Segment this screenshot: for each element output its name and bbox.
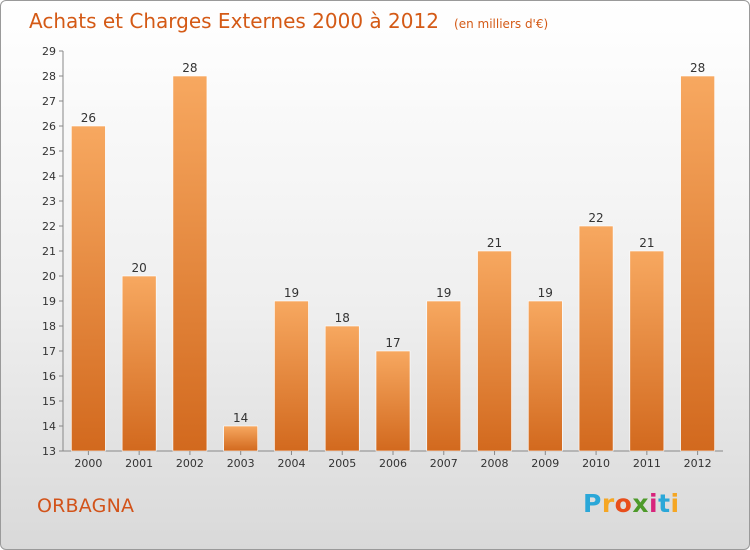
bar bbox=[223, 425, 258, 452]
logo-letter: i bbox=[670, 489, 680, 518]
y-tick-label: 27 bbox=[42, 95, 56, 108]
bar-value-label: 19 bbox=[284, 286, 299, 300]
bar bbox=[426, 300, 462, 452]
bar bbox=[528, 300, 563, 452]
x-tick-label: 2007 bbox=[430, 457, 458, 470]
logo-letter: i bbox=[649, 489, 659, 518]
logo-letter: t bbox=[658, 489, 671, 518]
y-tick-label: 14 bbox=[42, 420, 56, 433]
bar bbox=[274, 300, 309, 452]
commune-name: ORBAGNA bbox=[37, 495, 135, 517]
bar-value-label: 28 bbox=[690, 61, 705, 75]
y-tick-label: 26 bbox=[42, 120, 56, 133]
bar-value-label: 22 bbox=[588, 211, 603, 225]
axes: 13 14 15 16 17 18 19 20 21 22 23 24 25 26 27 28 29 bbox=[42, 45, 723, 458]
y-tick-label: 16 bbox=[42, 370, 56, 383]
y-tick-label: 18 bbox=[42, 320, 56, 333]
bar-value-label: 19 bbox=[436, 286, 451, 300]
x-tick-label: 2006 bbox=[379, 457, 407, 470]
logo-letter: P bbox=[583, 489, 602, 518]
x-tick-label: 2004 bbox=[277, 457, 305, 470]
bar-value-label: 20 bbox=[132, 261, 147, 275]
y-tick-label: 19 bbox=[42, 295, 56, 308]
bar-value-label: 18 bbox=[335, 311, 350, 325]
bar bbox=[680, 75, 715, 452]
bar bbox=[121, 275, 157, 452]
bar-value-label: 21 bbox=[639, 236, 654, 250]
logo-letter: r bbox=[601, 489, 615, 518]
bar bbox=[375, 350, 411, 452]
logo-letter: x bbox=[632, 489, 649, 518]
bar-value-label: 26 bbox=[81, 111, 96, 125]
x-tick-label: 2012 bbox=[684, 457, 712, 470]
bar bbox=[578, 225, 614, 452]
x-tick-label: 2001 bbox=[125, 457, 153, 470]
x-tick-label: 2010 bbox=[582, 457, 610, 470]
y-tick-label: 20 bbox=[42, 270, 56, 283]
bar-value-label: 14 bbox=[233, 411, 248, 425]
proxiti-logo[interactable]: Proxiti bbox=[583, 489, 680, 518]
chart-title: Achats et Charges Externes 2000 à 2012 (… bbox=[29, 9, 548, 33]
bar-value-label: 17 bbox=[385, 336, 400, 350]
y-tick-label: 17 bbox=[42, 345, 56, 358]
x-tick-label: 2002 bbox=[176, 457, 204, 470]
bar-value-label: 19 bbox=[538, 286, 553, 300]
y-tick-label: 22 bbox=[42, 220, 56, 233]
y-tick-label: 28 bbox=[42, 70, 56, 83]
y-tick-label: 29 bbox=[42, 45, 56, 58]
x-tick-label: 2000 bbox=[74, 457, 102, 470]
bar bbox=[477, 250, 512, 452]
bar bbox=[629, 250, 665, 452]
bar-value-label: 28 bbox=[182, 61, 197, 75]
y-tick-label: 15 bbox=[42, 395, 56, 408]
y-tick-label: 13 bbox=[42, 445, 56, 458]
x-tick-label: 2009 bbox=[531, 457, 559, 470]
chart-title-unit: (en milliers d'€) bbox=[454, 17, 548, 31]
chart-title-main: Achats et Charges Externes 2000 à 2012 bbox=[29, 9, 439, 33]
logo-letter: o bbox=[614, 489, 633, 518]
x-tick-label: 2005 bbox=[328, 457, 356, 470]
x-tick-label: 2003 bbox=[227, 457, 255, 470]
y-tick-label: 25 bbox=[42, 145, 56, 158]
y-tick-label: 21 bbox=[42, 245, 56, 258]
bar bbox=[71, 125, 106, 452]
y-tick-label: 23 bbox=[42, 195, 56, 208]
bar bbox=[172, 75, 208, 452]
bars: 26 2000 20 2001 28 2002 14 2003 19 2004 18 2005 17 20… bbox=[71, 61, 715, 470]
x-tick-label: 2011 bbox=[633, 457, 661, 470]
bar-value-label: 21 bbox=[487, 236, 502, 250]
x-tick-label: 2008 bbox=[481, 457, 509, 470]
y-tick-label: 24 bbox=[42, 170, 56, 183]
bar bbox=[324, 325, 360, 452]
